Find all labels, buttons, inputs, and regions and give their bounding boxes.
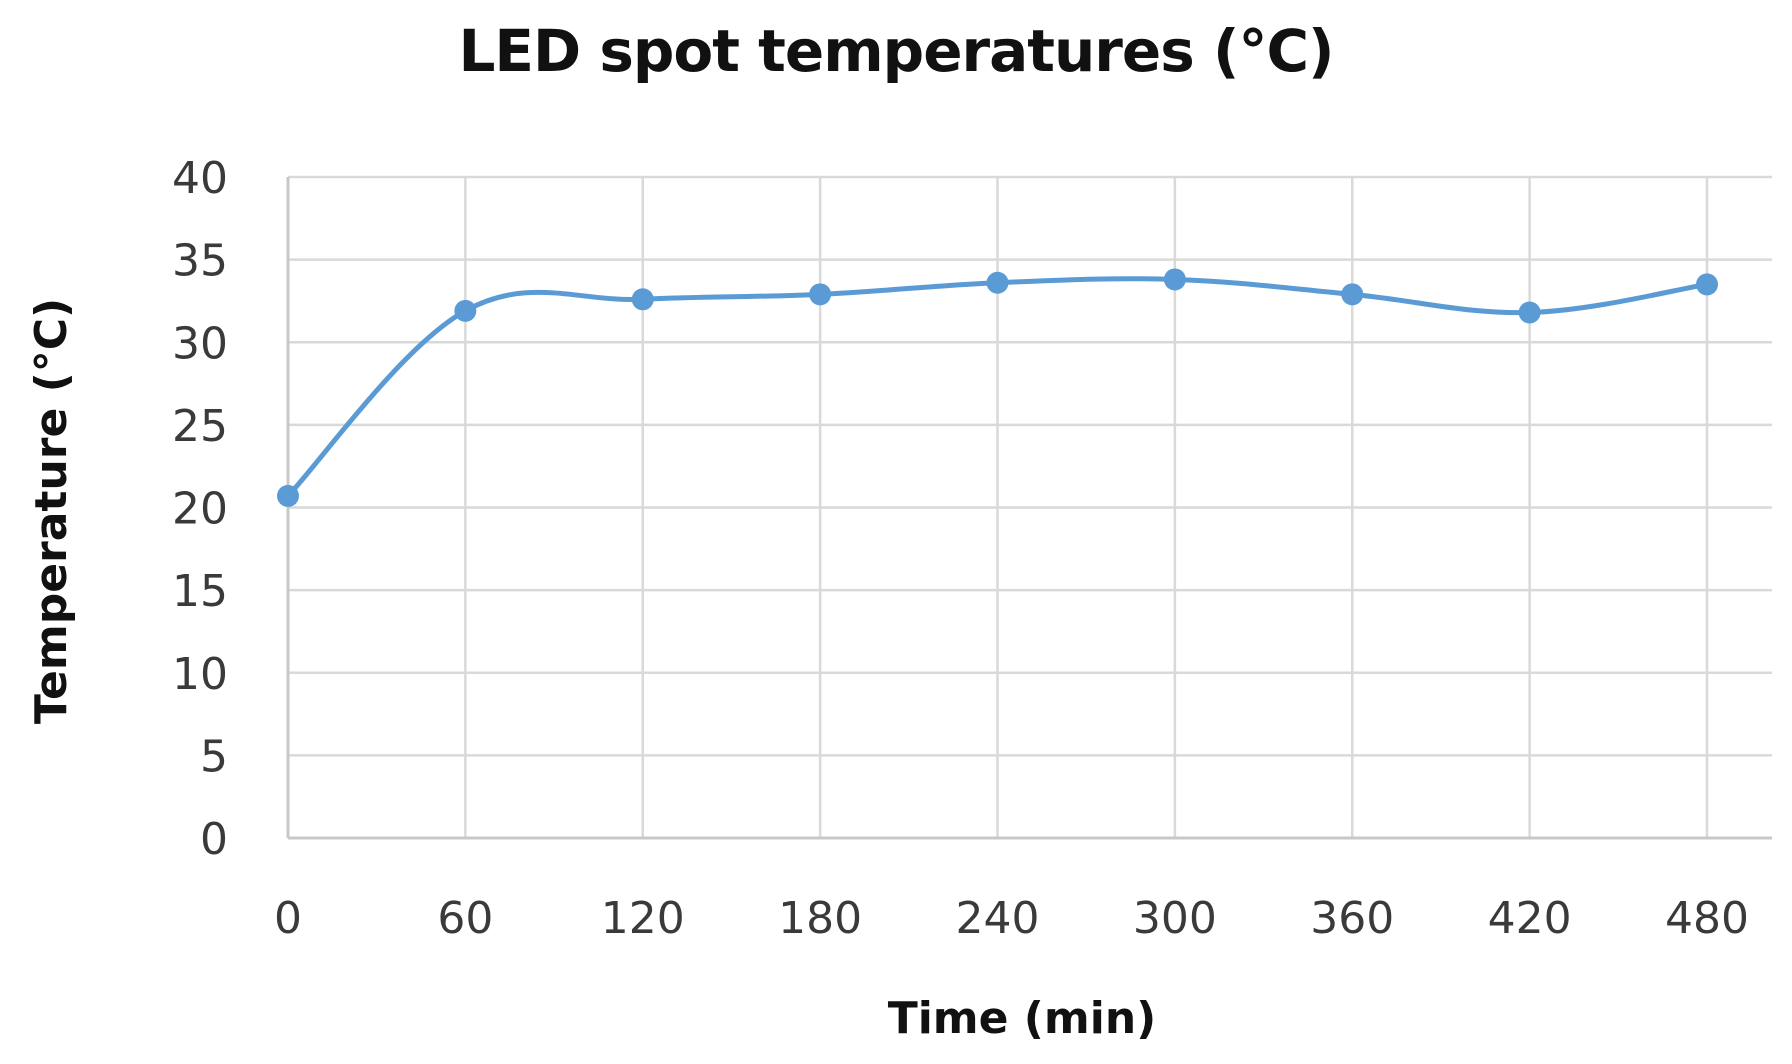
data-point-marker [277, 484, 299, 507]
x-axis-tick-labels: 0 60 120 180 240 300 360 420 480 [274, 893, 1749, 944]
y-tick-label: 25 [172, 401, 228, 452]
y-tick-label: 20 [172, 484, 228, 535]
y-tick-label: 35 [172, 236, 228, 287]
data-point-marker [1518, 301, 1541, 324]
data-point-marker [809, 283, 832, 306]
x-tick-label: 420 [1488, 893, 1572, 944]
x-tick-label: 60 [437, 893, 493, 944]
data-point-marker [454, 299, 477, 322]
y-axis-title: Temperature (°C) [26, 298, 77, 724]
y-tick-label: 15 [172, 566, 228, 617]
data-point-marker [1163, 268, 1186, 291]
x-tick-label: 360 [1310, 893, 1394, 944]
x-tick-label: 300 [1133, 893, 1217, 944]
y-tick-label: 30 [172, 318, 228, 369]
chart-title: LED spot temperatures (°C) [458, 17, 1334, 85]
y-axis-tick-labels: 0 5 10 15 20 25 30 35 40 [172, 153, 228, 865]
data-point-marker [1341, 283, 1364, 306]
y-tick-label: 5 [200, 731, 228, 782]
x-tick-label: 240 [956, 893, 1040, 944]
axes [286, 177, 1772, 840]
x-tick-label: 480 [1665, 893, 1749, 944]
data-point-marker [631, 288, 654, 311]
x-tick-label: 0 [274, 893, 302, 944]
y-tick-label: 10 [172, 649, 228, 700]
x-axis-title: Time (min) [888, 993, 1157, 1044]
x-tick-label: 120 [601, 893, 685, 944]
y-tick-label: 40 [172, 153, 228, 204]
x-tick-label: 180 [778, 893, 862, 944]
data-point-marker [986, 271, 1009, 294]
horizontal-gridlines [288, 175, 1772, 757]
y-tick-label: 0 [200, 814, 228, 865]
data-series [277, 268, 1718, 507]
data-point-marker [1696, 273, 1718, 296]
